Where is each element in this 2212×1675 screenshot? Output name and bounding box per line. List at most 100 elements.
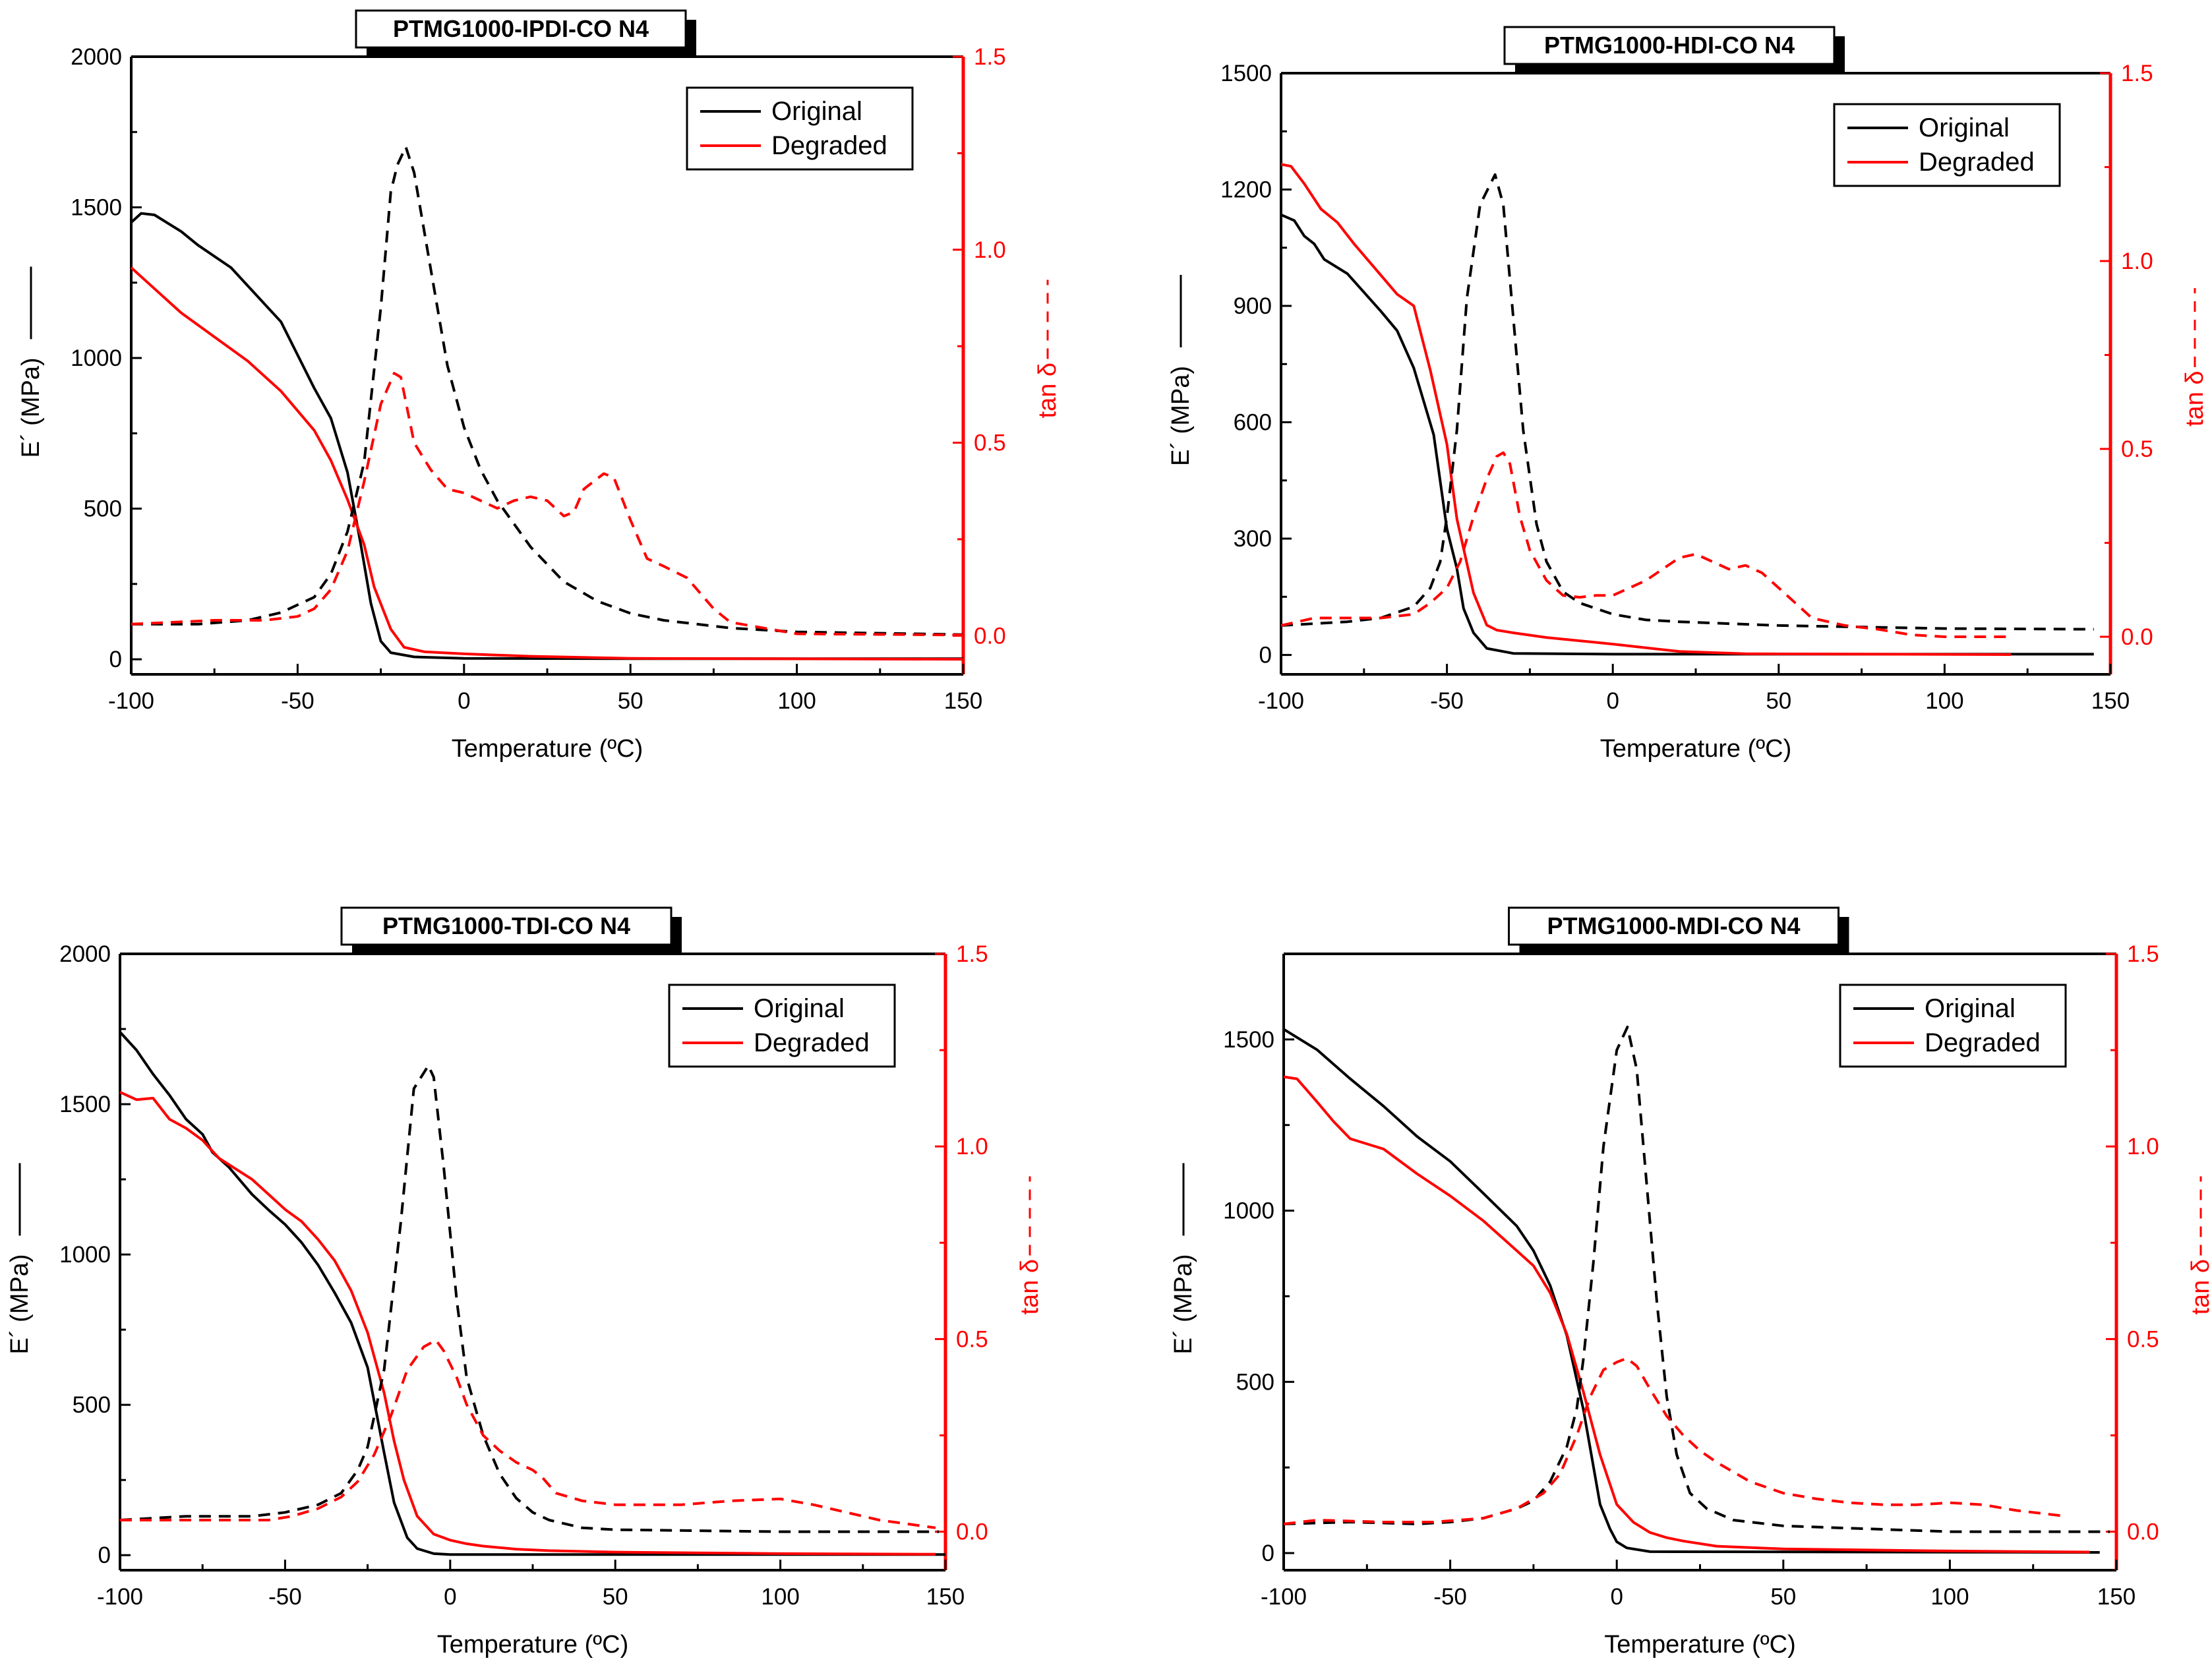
y-tick-label: 300 (1234, 526, 1272, 552)
legend-label-degraded: Degraded (771, 131, 887, 160)
series-original-tan-delta-line (1280, 173, 2094, 631)
legend-label-degraded: Degraded (1925, 1028, 2041, 1057)
y2-tick-label: 0.5 (2121, 436, 2153, 462)
x-tick-label: 100 (777, 688, 816, 714)
y2-tick-label: 1.0 (956, 1134, 988, 1160)
series-original-storage-modulus-line (1280, 213, 2094, 656)
y-tick-label: 1500 (1223, 1027, 1274, 1053)
legend: Original Degraded (1839, 984, 2067, 1068)
y2-axis-title-group: tan δ (2187, 1176, 2212, 1315)
chart-title: PTMG1000-IPDI-CO N4 (393, 15, 649, 42)
x-tick-label: 150 (926, 1584, 965, 1610)
series-degraded-tan-delta-line (1280, 451, 2011, 638)
x-tick-label: 150 (2097, 1584, 2136, 1610)
chart-panel-2: PTMG1000-TDI-CO N4-100 -50 0 50 100 150050010… (6, 906, 1044, 1659)
x-tick-label: -100 (108, 688, 154, 714)
x-tick-label: -100 (1261, 1584, 1307, 1610)
y2-tick-label: 0.5 (974, 430, 1006, 456)
legend-label-degraded: Degraded (1919, 148, 2035, 177)
series-original-tan-delta-line (119, 1064, 939, 1533)
y2-tick-label: 0.5 (2127, 1326, 2159, 1352)
x-tick-label: -50 (1433, 1584, 1467, 1610)
legend-box (1839, 984, 2067, 1068)
legend: Original Degraded (1833, 103, 2061, 187)
y-tick-label: 1000 (1223, 1198, 1274, 1224)
y2-axis-title-group: tan δ (2181, 288, 2209, 426)
y-tick-label: 500 (1236, 1369, 1274, 1395)
chart-title: PTMG1000-MDI-CO N4 (1547, 912, 1800, 939)
x-tick-label: -100 (97, 1584, 143, 1610)
series-degraded-tan-delta-line (131, 372, 964, 637)
x-tick-label: 50 (603, 1584, 628, 1610)
y-tick-label: 0 (109, 647, 122, 672)
x-tick-label: -50 (1430, 688, 1464, 714)
title-box (1503, 26, 1836, 65)
y2-axis-title-group: tan δ (1016, 1176, 1044, 1315)
x-tick-label: 0 (1606, 688, 1619, 714)
y2-tick-label: 0.0 (974, 623, 1006, 649)
legend-label-original: Original (754, 994, 845, 1023)
x-tick-label: 0 (458, 688, 470, 714)
y2-tick-label: 1.5 (974, 44, 1006, 70)
y-tick-label: 600 (1234, 410, 1272, 436)
y-axis-title-group: E´ (MPa) (17, 266, 45, 458)
series-original-tan-delta-line (131, 146, 964, 636)
y-axis-title: E´ (MPa) (1167, 366, 1195, 466)
y2-tick-label: 0.0 (2127, 1519, 2159, 1545)
series-degraded-tan-delta-line (120, 1339, 936, 1529)
legend-box (1833, 103, 2061, 187)
y-tick-label: 1000 (71, 345, 122, 371)
legend: Original Degraded (686, 86, 914, 171)
y-tick-label: 0 (98, 1543, 111, 1568)
y-tick-label: 1200 (1220, 177, 1272, 203)
y2-axis-title-group: tan δ (1034, 279, 1061, 419)
x-tick-label: 100 (761, 1584, 799, 1610)
y2-tick-label: 1.5 (2121, 61, 2153, 86)
x-tick-label: -50 (281, 688, 314, 714)
x-tick-label: 50 (618, 688, 643, 714)
title-box (1508, 906, 1839, 946)
x-tick-label: -50 (268, 1584, 302, 1610)
y-axis-title: E´ (MPa) (17, 358, 45, 458)
x-axis-title: Temperature (ºC) (1604, 1631, 1796, 1659)
y-tick-label: 500 (73, 1392, 111, 1418)
x-axis-title: Temperature (ºC) (1600, 735, 1792, 763)
y-tick-label: 1500 (1220, 61, 1272, 86)
y-tick-label: 900 (1234, 293, 1272, 319)
y2-tick-label: 1.0 (974, 237, 1006, 263)
y-tick-label: 1500 (71, 195, 122, 221)
x-tick-label: 100 (1930, 1584, 1969, 1610)
y2-tick-label: 1.5 (2127, 941, 2159, 967)
series-degraded-storage-modulus-line (1283, 1075, 2090, 1554)
y-axis-title: E´ (MPa) (6, 1254, 34, 1355)
legend-label-degraded: Degraded (754, 1028, 870, 1057)
legend-box (686, 86, 914, 171)
y2-tick-label: 0.5 (956, 1326, 988, 1352)
y2-tick-label: 0.0 (2121, 624, 2153, 650)
series-degraded-tan-delta-line (1283, 1357, 2067, 1525)
x-tick-label: 50 (1770, 1584, 1796, 1610)
legend-label-original: Original (1925, 994, 2016, 1023)
y2-tick-label: 1.0 (2121, 249, 2153, 274)
y2-tick-label: 0.0 (956, 1519, 988, 1545)
series-degraded-storage-modulus-line (119, 1090, 936, 1556)
x-axis-title: Temperature (ºC) (452, 735, 643, 763)
series-degraded-storage-modulus-line (130, 266, 964, 661)
y2-axis-title: tan δ (2187, 1259, 2212, 1315)
x-tick-label: 50 (1766, 688, 1791, 714)
x-tick-label: 0 (444, 1584, 456, 1610)
series-original-storage-modulus-line (119, 1031, 945, 1556)
y2-axis-title: tan δ (1016, 1259, 1044, 1315)
chart-title: PTMG1000-TDI-CO N4 (382, 912, 630, 939)
x-tick-label: 150 (944, 688, 982, 714)
y2-tick-label: 1.5 (956, 941, 988, 967)
legend-label-original: Original (1919, 113, 2010, 142)
series-original-storage-modulus-line (130, 212, 963, 661)
y-axis-title-group: E´ (MPa) (1167, 275, 1195, 466)
series-original-storage-modulus-line (1282, 1028, 2100, 1554)
x-tick-label: -100 (1258, 688, 1304, 714)
y2-axis-title: tan δ (1034, 363, 1061, 419)
y-tick-label: 0 (1262, 1541, 1274, 1566)
